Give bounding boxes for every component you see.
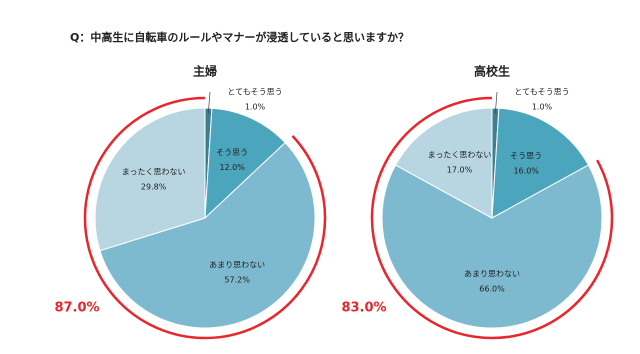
slice-value: 1.0%: [245, 103, 266, 112]
slice-label: そう思う: [510, 152, 542, 161]
slice-label: あまり思わない: [209, 261, 265, 270]
slice-label: とてもそう思う: [227, 88, 282, 97]
pie-slice: [94, 107, 206, 252]
slice-value: 66.0%: [479, 284, 505, 293]
leader-line: [207, 91, 211, 114]
pie-slice: [381, 164, 603, 329]
slice-value: 12.0%: [219, 163, 245, 172]
slice-value: 57.2%: [224, 276, 250, 285]
annotation-label: 87.0%: [54, 301, 99, 316]
pie-slice: [204, 107, 286, 220]
pie-title: 高校生: [474, 64, 510, 79]
annotation-arc: [83, 96, 327, 340]
pie-slice: [491, 107, 590, 219]
annotation-label: 83.0%: [341, 301, 386, 316]
slice-label: そう思う: [216, 148, 248, 157]
annotation-arc: [370, 96, 614, 340]
slice-value: 29.8%: [141, 183, 167, 192]
slice-label: とてもそう思う: [514, 88, 569, 97]
slice-label: あまり思わない: [464, 269, 520, 278]
slice-label: まったく思わない: [122, 168, 186, 177]
leader-line: [494, 91, 498, 114]
slice-label: まったく思わない: [428, 151, 492, 160]
pie-slice: [394, 107, 493, 219]
pie-slice: [99, 141, 316, 329]
slice-value: 16.0%: [513, 167, 539, 176]
pie-title: 主婦: [193, 64, 217, 79]
slice-value: 1.0%: [532, 103, 553, 112]
page-title: Q：中高生に自転車のルールやマナーが浸透していると思いますか？: [70, 30, 409, 44]
slice-value: 17.0%: [447, 166, 473, 175]
